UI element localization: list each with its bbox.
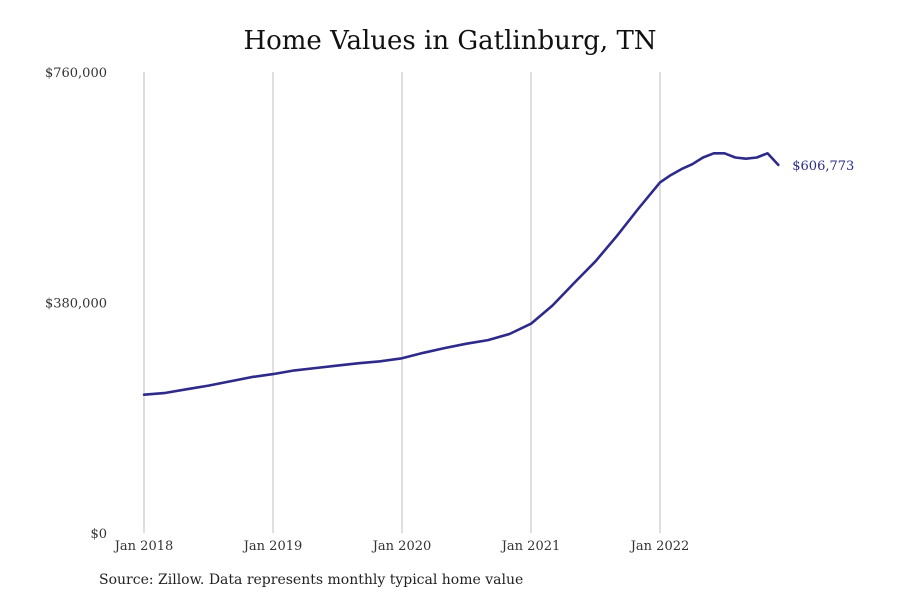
x-tick-label-4: Jan 2022 [629, 539, 690, 554]
x-axis-ticks: Jan 2018 Jan 2019 Jan 2020 Jan 2021 Jan 2022 [113, 539, 690, 554]
chart-title: Home Values in Gatlinburg, TN [243, 26, 657, 56]
y-tick-label-0: $0 [90, 527, 107, 542]
x-tick-label-3: Jan 2021 [500, 539, 561, 554]
y-tick-label-2: $760,000 [45, 66, 107, 81]
series-line-0 [142, 152, 780, 397]
end-value-label: $606,773 [792, 159, 854, 174]
x-tick-label-1: Jan 2019 [242, 539, 303, 554]
grid-lines [143, 72, 661, 533]
y-tick-label-1: $380,000 [45, 297, 107, 312]
x-tick-label-0: Jan 2018 [113, 539, 174, 554]
y-axis-ticks: $0 $380,000 $760,000 [45, 66, 107, 542]
series-layer [142, 152, 780, 397]
source-note: Source: Zillow. Data represents monthly … [99, 572, 524, 588]
x-tick-label-2: Jan 2020 [371, 539, 432, 554]
end-label-layer: $606,773 [792, 159, 854, 174]
